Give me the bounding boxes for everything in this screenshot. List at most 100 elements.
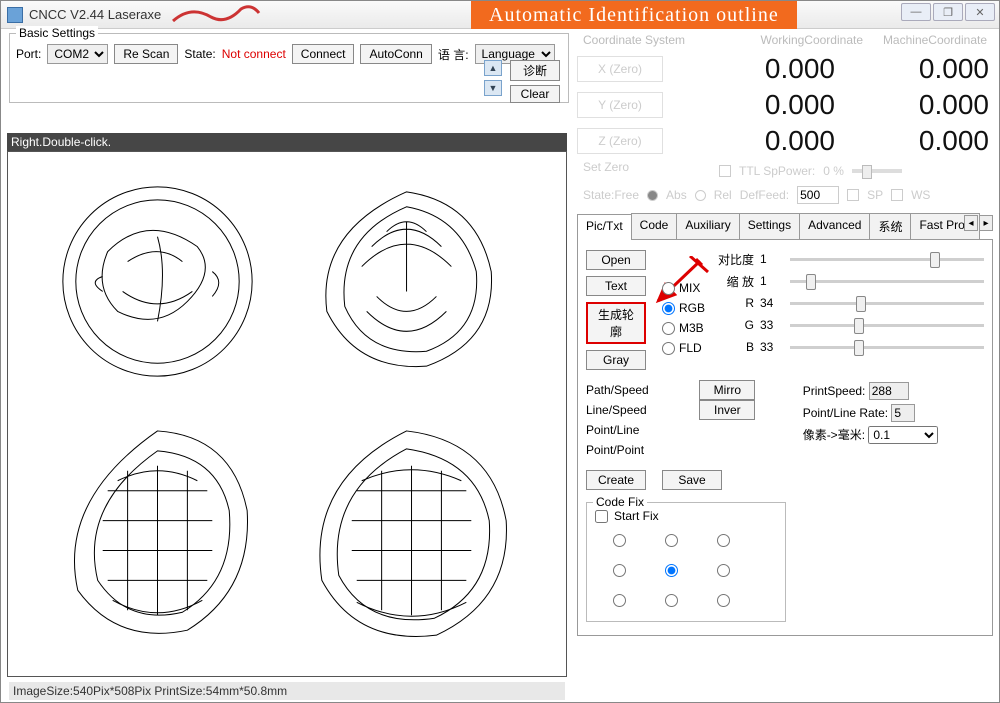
window-title: CNCC V2.44 Laseraxe <box>29 7 161 22</box>
zoom-slider[interactable] <box>790 273 984 289</box>
b-line: B 33 <box>708 336 984 358</box>
fld-radio-label[interactable]: FLD <box>662 338 705 358</box>
pointline-label: Point/Line <box>586 420 696 440</box>
y-zero-button[interactable]: Y (Zero) <box>577 92 663 118</box>
pxmm-select[interactable]: 0.1 <box>868 426 938 444</box>
mix-radio[interactable] <box>662 282 675 295</box>
anchor-tl[interactable] <box>613 534 626 547</box>
tab-system[interactable]: 系统 <box>869 213 911 239</box>
anchor-ml[interactable] <box>613 564 626 577</box>
ttl-label: TTL SpPower: <box>739 164 815 178</box>
port-label: Port: <box>16 47 41 61</box>
printspeed-label: PrintSpeed: <box>803 384 866 398</box>
tab-auxiliary[interactable]: Auxiliary <box>676 213 739 239</box>
invert-button[interactable]: Inver <box>699 400 755 420</box>
m3b-radio[interactable] <box>662 322 675 335</box>
mix-radio-label[interactable]: MIX <box>662 278 705 298</box>
z-zero-button[interactable]: Z (Zero) <box>577 128 663 154</box>
anchor-bc[interactable] <box>665 594 678 607</box>
set-zero-button[interactable]: Set Zero <box>583 160 663 182</box>
deffeed-label: DefFeed: <box>740 188 789 202</box>
startfix-checkbox[interactable] <box>595 510 608 523</box>
ratio-label: 对比度 <box>708 251 754 268</box>
fld-radio[interactable] <box>662 342 675 355</box>
maximize-button[interactable]: ❐ <box>933 3 963 21</box>
tab-code[interactable]: Code <box>631 213 678 239</box>
coord-x-row: X (Zero) 0.000 0.000 <box>577 51 993 87</box>
x-zero-button[interactable]: X (Zero) <box>577 56 663 82</box>
anchor-grid <box>605 529 777 611</box>
ws-checkbox[interactable] <box>891 189 903 201</box>
clear-button[interactable]: Clear <box>510 85 560 103</box>
plrate-label: Point/Line Rate: <box>803 406 888 420</box>
coord-head-machine: MachineCoordinate <box>873 33 993 51</box>
rgb-radio[interactable] <box>662 302 675 315</box>
rel-radio[interactable] <box>695 190 706 201</box>
create-button[interactable]: Create <box>586 470 646 490</box>
text-button[interactable]: Text <box>586 276 646 296</box>
abs-label: Abs <box>666 188 687 202</box>
ttl-value: 0 % <box>823 164 844 178</box>
anchor-mc[interactable] <box>665 564 678 577</box>
anchor-bl[interactable] <box>613 594 626 607</box>
preview-svg <box>8 152 566 676</box>
outline-button[interactable]: 生成轮廓 <box>586 302 646 344</box>
banner: Automatic Identification outline <box>471 1 797 29</box>
tab-pictxt[interactable]: Pic/Txt <box>577 214 632 240</box>
autoconn-button[interactable]: AutoConn <box>360 44 431 64</box>
m3b-radio-label[interactable]: M3B <box>662 318 705 338</box>
abs-radio[interactable] <box>647 190 658 201</box>
zoom-line: 缩 放 1 <box>708 270 984 292</box>
r-value: 34 <box>760 296 784 310</box>
setzero-row: Set Zero TTL SpPower: 0 % <box>577 159 993 183</box>
b-slider[interactable] <box>790 339 984 355</box>
deffeed-input[interactable] <box>797 186 839 204</box>
ratio-slider[interactable] <box>790 251 984 267</box>
rgb-radio-label[interactable]: RGB <box>662 298 705 318</box>
app-window: CNCC V2.44 Laseraxe Automatic Identifica… <box>0 0 1000 703</box>
gray-button[interactable]: Gray <box>586 350 646 370</box>
r-slider[interactable] <box>790 295 984 311</box>
sp-label: SP <box>867 188 883 202</box>
startfix-row: Start Fix <box>595 509 777 523</box>
ttl-slider[interactable] <box>852 169 902 173</box>
mirror-button[interactable]: Mirro <box>699 380 755 400</box>
tab-scroll-left[interactable]: ◂ <box>964 215 978 231</box>
tab-scroll-right[interactable]: ▸ <box>979 215 993 231</box>
rescan-button[interactable]: Re Scan <box>114 44 178 64</box>
g-line: G 33 <box>708 314 984 336</box>
save-button[interactable]: Save <box>662 470 722 490</box>
close-button[interactable]: ✕ <box>965 3 995 21</box>
diagnose-button[interactable]: 诊断 <box>510 60 560 81</box>
step-up-button[interactable]: ▲ <box>484 60 502 76</box>
titlebar: CNCC V2.44 Laseraxe Automatic Identifica… <box>1 1 999 29</box>
preview-canvas[interactable] <box>7 151 567 677</box>
g-slider[interactable] <box>790 317 984 333</box>
right-pane: Coordinate System WorkingCoordinate Mach… <box>577 33 993 698</box>
anchor-tr[interactable] <box>717 534 730 547</box>
port-select[interactable]: COM2 <box>47 44 108 64</box>
pxmm-label: 像素->毫米: <box>803 428 865 442</box>
step-buttons: ▲ ▼ <box>484 60 502 96</box>
minimize-button[interactable]: — <box>901 3 931 21</box>
speed-labels: Path/Speed Line/Speed Point/Line Point/P… <box>586 380 696 460</box>
b-value: 33 <box>760 340 784 354</box>
language-label: 语 言: <box>438 46 469 63</box>
anchor-br[interactable] <box>717 594 730 607</box>
tab-settings[interactable]: Settings <box>739 213 800 239</box>
plrate-input[interactable] <box>891 404 915 422</box>
print-settings: PrintSpeed: Point/Line Rate: 像素->毫米: 0.1 <box>803 380 939 446</box>
sp-checkbox[interactable] <box>847 189 859 201</box>
ttl-checkbox[interactable] <box>719 165 731 177</box>
tab-advanced[interactable]: Advanced <box>799 213 870 239</box>
coord-header: Coordinate System WorkingCoordinate Mach… <box>577 33 993 51</box>
r-label: R <box>708 296 754 310</box>
open-button[interactable]: Open <box>586 250 646 270</box>
pointpoint-label: Point/Point <box>586 440 696 460</box>
step-down-button[interactable]: ▼ <box>484 80 502 96</box>
printspeed-input[interactable] <box>869 382 909 400</box>
anchor-mr[interactable] <box>717 564 730 577</box>
y-machine: 0.000 <box>843 89 993 121</box>
anchor-tc[interactable] <box>665 534 678 547</box>
connect-button[interactable]: Connect <box>292 44 355 64</box>
